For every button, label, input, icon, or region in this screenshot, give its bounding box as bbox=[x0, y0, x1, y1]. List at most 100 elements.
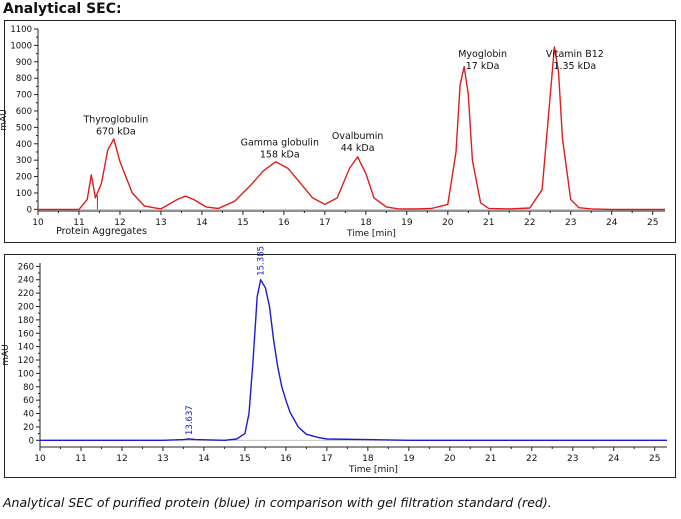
annotation-name: Gamma globulin bbox=[241, 137, 319, 148]
y-axis-label: mAU bbox=[1, 344, 11, 366]
data-point bbox=[460, 84, 461, 85]
x-tick-label: 22 bbox=[524, 218, 535, 228]
data-point bbox=[431, 208, 432, 209]
annotation-mass: 670 kDa bbox=[96, 126, 136, 137]
protein-chart-svg: 0 20 40 60 80 100 120 140 160 180 200 220 240 260 10 11… bbox=[1, 246, 667, 475]
data-point bbox=[263, 170, 264, 171]
x-tick-label: 13 bbox=[157, 454, 168, 464]
data-point bbox=[542, 189, 543, 190]
x-tick-label: 16 bbox=[278, 218, 290, 228]
y-tick-label: 1100 bbox=[10, 25, 32, 35]
data-point bbox=[162, 440, 163, 441]
data-point bbox=[78, 209, 79, 210]
y-tick-label: 700 bbox=[16, 91, 32, 101]
x-tick-label: 12 bbox=[114, 218, 125, 228]
y-tick-label: 100 bbox=[18, 369, 34, 379]
y-tick-label: 40 bbox=[23, 410, 34, 420]
y-tick-label: 240 bbox=[18, 276, 34, 286]
data-point bbox=[611, 209, 612, 210]
data-point bbox=[468, 94, 469, 95]
data-point bbox=[144, 206, 145, 207]
annotation-protein-aggregates: Protein Aggregates bbox=[56, 226, 147, 237]
y-tick-label: 200 bbox=[18, 302, 34, 312]
y-tick-label: 800 bbox=[16, 74, 32, 84]
series-line bbox=[38, 46, 665, 211]
x-tick-label: 14 bbox=[198, 454, 210, 464]
peak-retention-label: 13.637 bbox=[185, 405, 195, 435]
x-tick-label: 25 bbox=[649, 454, 660, 464]
y-tick-label: 220 bbox=[18, 289, 34, 299]
x-tick-label: 20 bbox=[444, 454, 456, 464]
data-point bbox=[121, 440, 122, 441]
x-tick-label: 19 bbox=[403, 454, 415, 464]
data-point bbox=[80, 440, 81, 441]
x-tick-label: 21 bbox=[483, 218, 494, 228]
data-point bbox=[324, 204, 325, 205]
x-tick-label: 24 bbox=[608, 454, 620, 464]
data-point bbox=[447, 204, 448, 205]
data-point bbox=[91, 174, 92, 175]
standard-chart-svg: 0 100 200 300 400 500 600 700 800 900 1000 1100 10 11… bbox=[0, 25, 665, 239]
y-tick-label: 200 bbox=[16, 173, 32, 183]
data-point bbox=[132, 192, 133, 193]
data-point bbox=[373, 197, 374, 198]
data-point bbox=[224, 440, 225, 441]
data-point bbox=[455, 151, 456, 152]
y-tick-label: 100 bbox=[16, 189, 32, 199]
page-heading: Analytical SEC: bbox=[3, 1, 122, 17]
data-point bbox=[107, 150, 108, 151]
y-tick-label: 300 bbox=[16, 156, 32, 166]
x-tick-label: 23 bbox=[567, 454, 578, 464]
data-point bbox=[95, 197, 96, 198]
data-point bbox=[578, 207, 579, 208]
data-point bbox=[113, 138, 114, 139]
annotation-mass: 158 kDa bbox=[260, 149, 300, 160]
data-point bbox=[398, 208, 399, 209]
data-point bbox=[160, 208, 161, 209]
data-point bbox=[349, 168, 350, 169]
data-point bbox=[195, 439, 196, 440]
data-point bbox=[408, 440, 409, 441]
y-tick-label: 120 bbox=[18, 356, 34, 366]
figure-caption: Analytical SEC of purified protein (blue… bbox=[3, 495, 552, 510]
series-line bbox=[40, 279, 667, 441]
y-tick-label: 1000 bbox=[10, 41, 32, 51]
x-axis-label: Time [min] bbox=[346, 229, 396, 239]
data-point bbox=[666, 440, 667, 441]
y-tick-label: 180 bbox=[18, 316, 34, 326]
data-point bbox=[449, 440, 450, 441]
data-point bbox=[550, 94, 551, 95]
y-tick-label: 80 bbox=[23, 383, 34, 393]
x-tick-label: 20 bbox=[442, 218, 454, 228]
data-point bbox=[664, 209, 665, 210]
data-point bbox=[357, 156, 358, 157]
data-point bbox=[236, 438, 237, 439]
y-tick-label: 60 bbox=[23, 396, 34, 406]
x-tick-label: 11 bbox=[73, 218, 84, 228]
data-point bbox=[275, 161, 276, 162]
x-tick-label: 10 bbox=[34, 454, 46, 464]
data-point bbox=[119, 161, 120, 162]
peak-retention-label: 15.385 bbox=[257, 246, 267, 276]
data-point bbox=[218, 208, 219, 209]
data-point bbox=[273, 339, 274, 340]
data-point bbox=[244, 433, 245, 434]
x-tick-label: 15 bbox=[239, 454, 250, 464]
data-point bbox=[531, 440, 532, 441]
x-tick-label: 18 bbox=[362, 454, 374, 464]
data-point bbox=[260, 279, 261, 280]
x-tick-label: 21 bbox=[485, 454, 496, 464]
x-tick-label: 13 bbox=[155, 218, 166, 228]
y-tick-label: 400 bbox=[16, 140, 32, 150]
data-point bbox=[613, 440, 614, 441]
data-point bbox=[177, 199, 178, 200]
data-point bbox=[572, 440, 573, 441]
data-point bbox=[480, 202, 481, 203]
annotation-mass: 44 kDa bbox=[341, 143, 375, 154]
data-point bbox=[289, 412, 290, 413]
x-tick-label: 15 bbox=[237, 218, 248, 228]
data-point bbox=[185, 196, 186, 197]
data-point bbox=[562, 138, 563, 139]
data-point bbox=[101, 183, 102, 184]
data-point bbox=[554, 46, 555, 47]
